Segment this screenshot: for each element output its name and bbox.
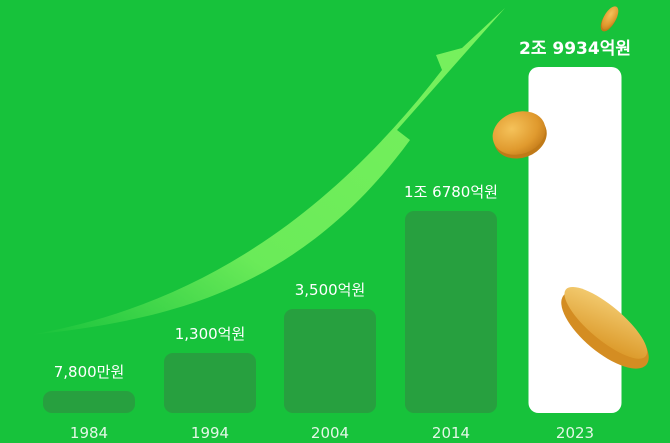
bar-2023 bbox=[528, 67, 622, 413]
bar-1994 bbox=[164, 353, 256, 413]
x-tick-2014: 2014 bbox=[432, 424, 470, 442]
x-tick-2004: 2004 bbox=[311, 424, 349, 442]
bar-2004 bbox=[284, 309, 376, 413]
coin-icon bbox=[600, 6, 619, 32]
value-label-2014: 1조 6780억원 bbox=[404, 183, 498, 201]
growth-arrow-icon bbox=[30, 8, 505, 335]
value-label-1994: 1,300억원 bbox=[175, 325, 246, 343]
value-label-1984: 7,800만원 bbox=[54, 363, 125, 381]
bar-2014 bbox=[405, 211, 497, 413]
coin-icon bbox=[492, 111, 547, 159]
value-label-2004: 3,500억원 bbox=[295, 281, 366, 299]
value-label-2023: 2조 9934억원 bbox=[519, 39, 631, 59]
bar-1984 bbox=[43, 391, 135, 413]
coin-icon bbox=[561, 286, 649, 369]
x-tick-2023: 2023 bbox=[556, 424, 594, 442]
x-tick-1994: 1994 bbox=[191, 424, 229, 442]
x-tick-1984: 1984 bbox=[70, 424, 108, 442]
